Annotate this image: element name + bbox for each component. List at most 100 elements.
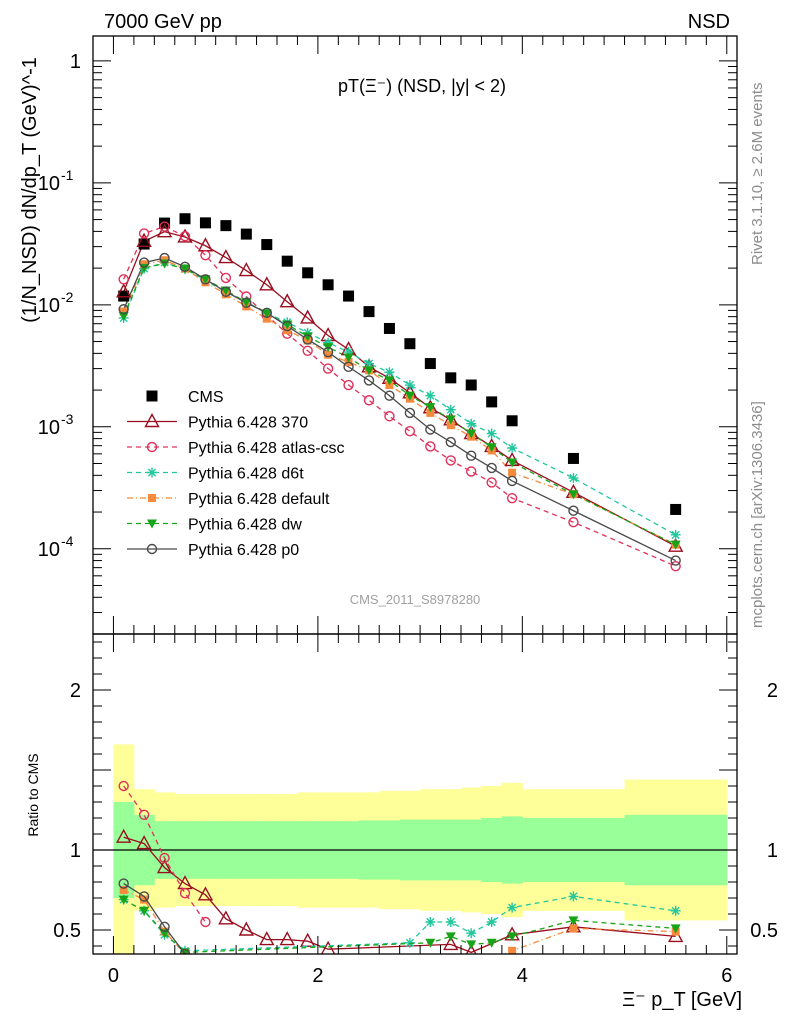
y-tick-label: 10 bbox=[38, 173, 60, 195]
data-point-d6t bbox=[486, 428, 497, 439]
ratio-point-default bbox=[119, 886, 128, 894]
legend-marker-p0 bbox=[146, 543, 158, 555]
data-point-default bbox=[119, 307, 128, 316]
data-point-cms bbox=[240, 228, 252, 240]
ratio-point-p370 bbox=[115, 828, 132, 843]
ratio-point-p0 bbox=[179, 948, 191, 954]
data-point-cms bbox=[567, 452, 579, 464]
ratio-y-tick-label: 1 bbox=[70, 840, 81, 862]
data-point-dw bbox=[220, 286, 231, 296]
data-point-atlas bbox=[118, 274, 129, 285]
ratio-point-atlas bbox=[159, 852, 170, 864]
ratio-point-p0 bbox=[118, 878, 129, 889]
y-tick-label-exponent: -2 bbox=[61, 289, 74, 305]
data-point-p0 bbox=[138, 257, 150, 268]
ratio-point-default bbox=[508, 946, 517, 954]
ratio-point-d6t bbox=[670, 905, 681, 916]
ratio-point-p370 bbox=[136, 835, 152, 850]
data-point-dw bbox=[568, 490, 579, 500]
ratio-point-p370 bbox=[443, 935, 459, 951]
legend-marker-cms bbox=[146, 390, 158, 402]
data-point-p370 bbox=[156, 223, 173, 238]
data-point-default bbox=[446, 421, 455, 430]
data-point-p0 bbox=[425, 424, 436, 435]
ratio-point-d6t bbox=[568, 891, 579, 902]
ratio-y-tick-label-right: 2 bbox=[767, 680, 778, 702]
ratio-frame bbox=[92, 633, 738, 955]
legend-label-p370: Pythia 6.428 370 bbox=[188, 415, 308, 432]
data-point-cms bbox=[465, 379, 477, 391]
ratio-point-dw bbox=[139, 906, 150, 916]
data-point-dw bbox=[507, 458, 518, 468]
ratio-series-line-dw bbox=[123, 899, 676, 954]
data-point-p0 bbox=[568, 505, 579, 516]
data-point-cms bbox=[302, 267, 314, 279]
data-point-d6t bbox=[670, 529, 681, 540]
ratio-series-line-default bbox=[123, 889, 676, 954]
legend-label-atlas: Pythia 6.428 atlas-csc bbox=[188, 440, 345, 457]
ratio-point-dw bbox=[445, 932, 456, 942]
data-point-dw bbox=[404, 391, 415, 401]
data-point-cms bbox=[363, 306, 375, 318]
data-point-dw bbox=[343, 353, 354, 363]
ratio-point-d6t bbox=[425, 917, 436, 927]
process-label: NSD bbox=[688, 11, 730, 33]
ratio-point-d6t bbox=[507, 902, 518, 913]
ratio-point-dw bbox=[670, 924, 681, 934]
ratio-point-p370 bbox=[238, 921, 255, 936]
data-point-cms bbox=[281, 255, 293, 267]
plot-title: pT(Ξ⁻) (NSD, |y| < 2) bbox=[338, 76, 506, 96]
data-point-d6t bbox=[445, 404, 456, 415]
data-point-atlas bbox=[425, 441, 436, 452]
x-tick-label: 0 bbox=[108, 965, 119, 987]
data-point-d6t bbox=[384, 367, 395, 378]
data-point-cms bbox=[445, 372, 457, 384]
series-line-p0 bbox=[123, 257, 676, 562]
legend-label-d6t: Pythia 6.428 d6t bbox=[188, 466, 304, 483]
data-point-atlas bbox=[363, 395, 375, 406]
ratio-point-p370 bbox=[465, 943, 477, 954]
y-tick-label-exponent: -3 bbox=[61, 411, 74, 427]
data-point-p0 bbox=[466, 450, 477, 461]
legend-marker-atlas bbox=[146, 441, 158, 453]
legend-label-dw: Pythia 6.428 dw bbox=[188, 517, 302, 534]
data-point-cms bbox=[486, 396, 498, 408]
data-point-cms bbox=[383, 322, 395, 334]
data-point-atlas bbox=[486, 477, 497, 488]
data-point-cms bbox=[670, 503, 682, 515]
data-point-p0 bbox=[159, 252, 170, 264]
legend-label-cms: CMS bbox=[188, 389, 224, 406]
data-point-p0 bbox=[261, 307, 272, 319]
data-point-default bbox=[508, 468, 517, 477]
data-point-cms bbox=[506, 415, 518, 427]
data-point-d6t bbox=[364, 358, 374, 369]
ratio-point-dw bbox=[425, 938, 436, 948]
data-point-atlas bbox=[404, 426, 416, 437]
data-point-p0 bbox=[445, 436, 456, 448]
data-point-p370 bbox=[136, 232, 152, 247]
ratio-point-default bbox=[140, 895, 149, 904]
ratio-point-dw bbox=[486, 938, 497, 948]
x-tick-label: 4 bbox=[517, 965, 528, 987]
data-point-dw bbox=[302, 332, 313, 342]
data-point-atlas bbox=[466, 466, 477, 477]
data-point-atlas bbox=[343, 379, 354, 391]
series-line-d6t bbox=[123, 261, 676, 536]
data-point-cms bbox=[159, 217, 171, 229]
data-point-cms bbox=[261, 239, 273, 251]
data-point-default bbox=[324, 350, 333, 359]
data-point-p370 bbox=[279, 293, 295, 308]
x-tick-label: 6 bbox=[721, 965, 732, 987]
x-axis-label: Ξ⁻ p_T [GeV] bbox=[622, 989, 742, 1011]
data-point-atlas bbox=[506, 492, 518, 504]
data-point-p0 bbox=[200, 274, 211, 285]
data-point-p0 bbox=[506, 475, 518, 487]
ratio-y-tick-label: 2 bbox=[70, 680, 81, 702]
data-point-atlas bbox=[670, 560, 681, 572]
data-point-atlas bbox=[200, 250, 211, 261]
legend-marker-d6t bbox=[147, 467, 157, 478]
data-point-dw bbox=[466, 429, 477, 439]
data-point-d6t bbox=[466, 418, 477, 429]
ratio-series-line-atlas bbox=[123, 785, 206, 923]
